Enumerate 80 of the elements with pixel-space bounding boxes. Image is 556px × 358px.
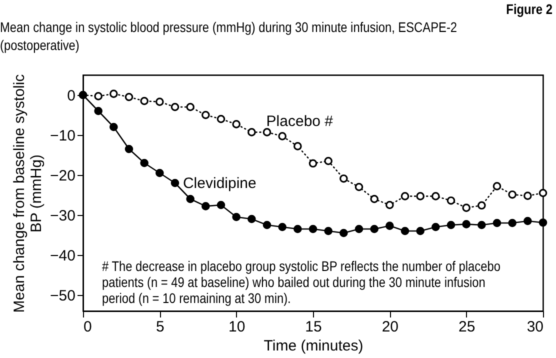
point <box>186 102 194 112</box>
chart-title: Figure 2 <box>506 1 552 17</box>
point <box>446 196 456 205</box>
point <box>278 222 286 232</box>
x-tick-label: 25 <box>458 318 476 336</box>
point <box>140 158 148 168</box>
point <box>140 96 148 106</box>
point <box>216 114 226 124</box>
point <box>538 218 548 227</box>
point <box>248 214 256 224</box>
point <box>508 190 516 199</box>
point <box>354 224 364 234</box>
x-tick-label: 10 <box>228 318 246 336</box>
point <box>232 120 240 128</box>
point <box>370 224 378 234</box>
point <box>248 128 256 136</box>
point <box>170 178 180 188</box>
x-tick-label: 20 <box>382 318 399 336</box>
point <box>110 90 118 98</box>
x-tick-label: 15 <box>305 318 322 336</box>
point <box>324 156 332 166</box>
y-tick-label: −10 <box>50 128 76 144</box>
x-axis-title: Time (minutes) <box>264 338 364 354</box>
y-tick-label: −50 <box>50 288 76 304</box>
point <box>354 182 364 192</box>
point <box>94 106 102 116</box>
y-tick-label: 0 <box>67 88 76 104</box>
point <box>340 228 348 238</box>
point <box>492 218 502 228</box>
point <box>294 224 302 234</box>
point <box>478 201 486 210</box>
series-label: Placebo # <box>266 113 334 130</box>
chart-subtitle: Mean change in systolic blood pressure (mmHg) during 30 minute infusion, ESCAPE-2 (postoperative) <box>0 18 458 54</box>
point <box>186 194 194 204</box>
series-label: Clevidipine <box>182 175 256 192</box>
x-tick-label: 30 <box>526 318 544 336</box>
point <box>492 182 502 190</box>
point <box>524 192 532 200</box>
point <box>94 92 102 100</box>
point <box>262 220 272 230</box>
point <box>216 200 226 210</box>
point <box>432 222 440 232</box>
point <box>370 194 378 204</box>
point <box>386 200 394 210</box>
point <box>416 192 424 200</box>
point <box>232 212 240 222</box>
point <box>400 226 410 236</box>
point <box>278 132 286 140</box>
point <box>340 174 348 183</box>
point <box>400 192 410 200</box>
point <box>294 142 302 150</box>
point <box>170 102 180 112</box>
point <box>446 220 456 230</box>
point <box>202 110 210 120</box>
point <box>524 216 532 226</box>
x-tick-label: 0 <box>84 318 92 336</box>
point <box>324 226 332 236</box>
point <box>462 220 470 228</box>
point <box>156 98 164 106</box>
point <box>386 222 394 230</box>
point <box>202 202 210 210</box>
point <box>124 92 134 102</box>
y-tick-label: −30 <box>50 208 76 224</box>
point <box>432 192 440 200</box>
point <box>110 122 118 132</box>
point <box>262 128 272 136</box>
point <box>308 224 318 234</box>
point <box>462 204 470 212</box>
point <box>156 168 164 178</box>
point <box>478 220 486 230</box>
x-tick-label: 5 <box>156 318 164 336</box>
point <box>538 188 548 198</box>
point <box>508 218 516 228</box>
y-tick-label: −20 <box>50 168 76 184</box>
y-tick-label: −40 <box>50 248 76 264</box>
point <box>124 144 134 154</box>
point <box>308 159 318 168</box>
annotation: # The decrease in placebo group systolic BP reflects the number of placebo patients (n = 49 at baseline) who bailed out during the 30 minute infusion period (n = 10 remaining at 30 min). <box>102 258 502 306</box>
point <box>416 226 424 236</box>
y-axis-title: Mean change from baseline systolic BP (mmHg) <box>11 74 46 313</box>
